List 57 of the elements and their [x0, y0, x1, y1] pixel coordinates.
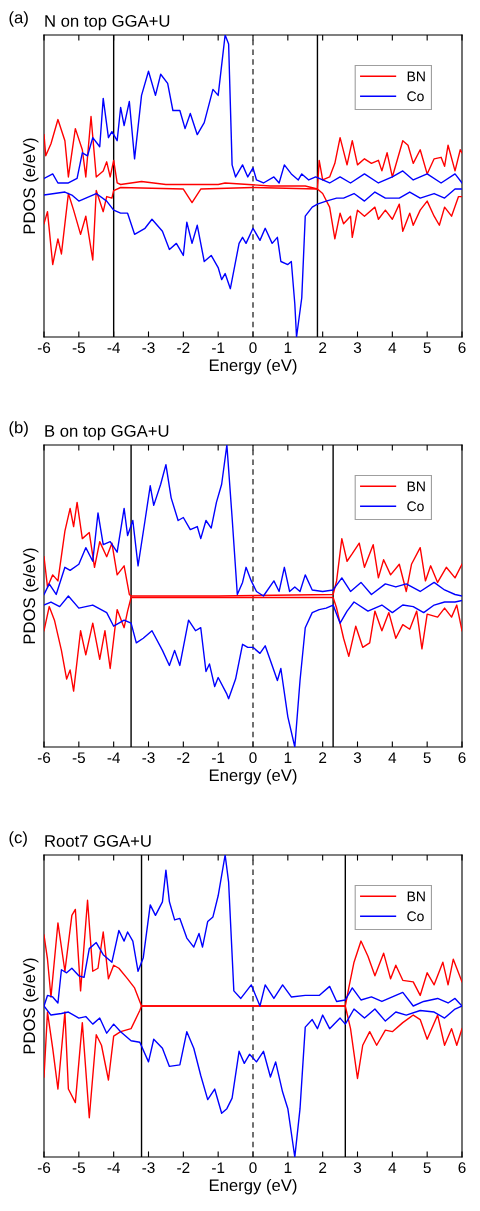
x-tick-label: -3	[142, 342, 155, 354]
x-tick-label: 5	[423, 752, 431, 764]
x-tick-label: 5	[423, 1162, 431, 1174]
x-axis-title: Energy (eV)	[209, 768, 297, 785]
x-tick-label: 5	[423, 342, 431, 354]
x-tick-label: 6	[458, 342, 466, 354]
x-tick-label: 4	[388, 752, 397, 763]
legend-label: BN	[407, 891, 425, 902]
x-tick-label: 0	[249, 752, 257, 764]
x-tick-label: 1	[284, 1162, 292, 1173]
x-tick-label: -1	[212, 1162, 225, 1173]
x-tick-label: 3	[353, 1162, 362, 1174]
x-tick-label: 3	[353, 752, 362, 764]
x-tick-label: -4	[107, 342, 121, 353]
x-tick-label: 6	[458, 1162, 466, 1174]
x-tick-label: -6	[37, 752, 51, 764]
x-tick-label: 4	[388, 1162, 397, 1173]
x-tick-label: -5	[72, 342, 85, 354]
legend-label: Co	[407, 91, 424, 102]
x-tick-label: 1	[284, 342, 292, 353]
x-tick-label: -6	[37, 1162, 51, 1174]
legend-label: Co	[407, 501, 424, 512]
chart-title: B on top GGA+U	[45, 425, 169, 441]
x-tick-label: 0	[249, 342, 257, 354]
x-tick-label: -3	[142, 1162, 155, 1174]
y-axis-title: PDOS (e/eV)	[22, 548, 39, 644]
text: (a)	[9, 11, 28, 27]
x-tick-label: -1	[212, 752, 225, 763]
chart-title: N on top GGA+U	[45, 15, 170, 31]
text: (b)	[9, 421, 28, 437]
x-tick-label: -1	[212, 342, 225, 353]
x-tick-label: -5	[72, 752, 85, 764]
x-tick-label: -2	[177, 1162, 190, 1173]
x-axis-title: Energy (eV)	[209, 1178, 297, 1195]
legend-label: BN	[407, 71, 425, 82]
x-tick-label: 6	[458, 752, 466, 764]
y-axis-title: PDOS (e/eV)	[22, 958, 39, 1054]
x-tick-label: 2	[319, 1162, 327, 1173]
x-tick-label: 2	[319, 342, 327, 353]
x-tick-label: -5	[72, 1162, 85, 1174]
legend-label: Co	[407, 911, 424, 922]
legend-label: BN	[407, 481, 425, 492]
x-tick-label: 1	[284, 752, 292, 763]
x-tick-label: 2	[319, 752, 327, 763]
x-tick-label: -2	[177, 342, 190, 353]
x-tick-label: 4	[388, 342, 397, 353]
x-tick-label: -4	[107, 1162, 121, 1173]
text: (c)	[9, 831, 27, 847]
x-axis-title: Energy (eV)	[209, 358, 297, 375]
x-tick-label: -4	[107, 752, 121, 763]
x-tick-label: 0	[249, 1162, 257, 1174]
x-tick-label: 3	[353, 342, 362, 354]
chart-title: Root7 GGA+U	[45, 835, 151, 847]
x-tick-label: -2	[177, 752, 190, 763]
x-tick-label: -3	[142, 752, 155, 764]
x-tick-label: -6	[37, 342, 51, 354]
y-axis-title: PDOS (e/eV)	[22, 138, 39, 234]
